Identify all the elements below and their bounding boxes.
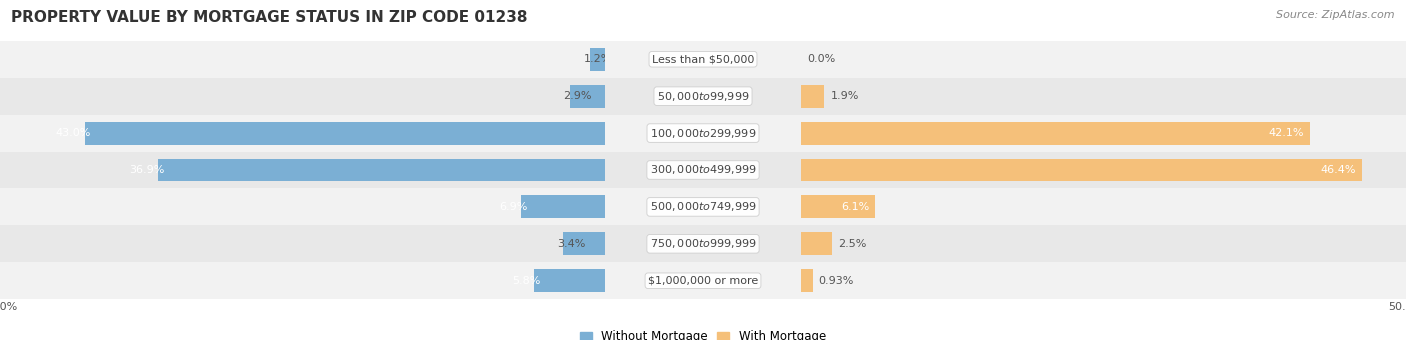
FancyBboxPatch shape [605,188,801,225]
FancyBboxPatch shape [0,262,605,299]
Text: $500,000 to $749,999: $500,000 to $749,999 [650,200,756,214]
Bar [801,85,824,108]
FancyBboxPatch shape [0,225,605,262]
Text: 0.93%: 0.93% [818,276,853,286]
Text: 5.8%: 5.8% [512,276,540,286]
Text: $50,000 to $99,999: $50,000 to $99,999 [657,90,749,103]
Legend: Without Mortgage, With Mortgage: Without Mortgage, With Mortgage [575,326,831,340]
Text: 46.4%: 46.4% [1320,165,1357,175]
Text: 0.0%: 0.0% [807,54,835,64]
Bar [801,232,832,255]
FancyBboxPatch shape [801,262,1406,299]
Text: Less than $50,000: Less than $50,000 [652,54,754,64]
Bar [159,158,605,182]
FancyBboxPatch shape [801,188,1406,225]
FancyBboxPatch shape [801,152,1406,188]
FancyBboxPatch shape [605,115,801,152]
Text: 1.2%: 1.2% [583,54,613,64]
FancyBboxPatch shape [801,41,1406,78]
Text: PROPERTY VALUE BY MORTGAGE STATUS IN ZIP CODE 01238: PROPERTY VALUE BY MORTGAGE STATUS IN ZIP… [11,10,527,25]
Text: 3.4%: 3.4% [557,239,586,249]
Text: 6.9%: 6.9% [499,202,527,212]
FancyBboxPatch shape [0,78,605,115]
Bar [801,122,1310,144]
FancyBboxPatch shape [0,115,605,152]
Text: 1.9%: 1.9% [831,91,859,101]
Bar [801,269,813,292]
Bar [564,232,605,255]
Text: 43.0%: 43.0% [55,128,91,138]
FancyBboxPatch shape [0,41,605,78]
Bar [534,269,605,292]
FancyBboxPatch shape [801,78,1406,115]
Text: Source: ZipAtlas.com: Source: ZipAtlas.com [1277,10,1395,20]
FancyBboxPatch shape [801,225,1406,262]
Text: 36.9%: 36.9% [129,165,165,175]
Text: 2.9%: 2.9% [564,91,592,101]
FancyBboxPatch shape [605,152,801,188]
Bar [522,195,605,218]
Text: $750,000 to $999,999: $750,000 to $999,999 [650,237,756,250]
Bar [84,122,605,144]
FancyBboxPatch shape [605,262,801,299]
FancyBboxPatch shape [605,41,801,78]
FancyBboxPatch shape [801,115,1406,152]
FancyBboxPatch shape [0,188,605,225]
Text: 2.5%: 2.5% [838,239,866,249]
Bar [801,158,1362,182]
FancyBboxPatch shape [0,152,605,188]
Bar [591,48,605,71]
Text: $300,000 to $499,999: $300,000 to $499,999 [650,164,756,176]
FancyBboxPatch shape [605,225,801,262]
Text: 42.1%: 42.1% [1270,128,1305,138]
FancyBboxPatch shape [605,78,801,115]
Bar [569,85,605,108]
Text: $1,000,000 or more: $1,000,000 or more [648,276,758,286]
Text: 6.1%: 6.1% [841,202,869,212]
Text: $100,000 to $299,999: $100,000 to $299,999 [650,126,756,140]
Bar [801,195,875,218]
